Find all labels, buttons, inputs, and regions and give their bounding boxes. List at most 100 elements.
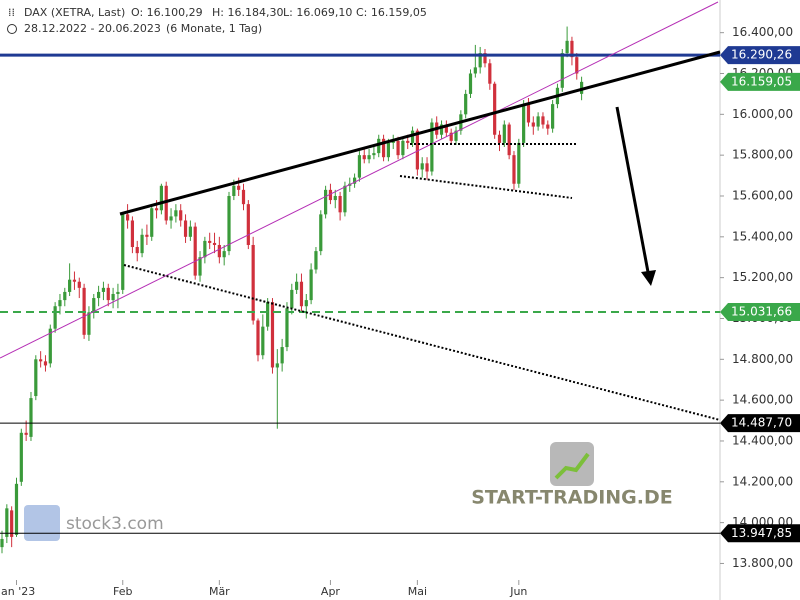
- candle-body: [531, 122, 535, 127]
- candle-body: [19, 432, 23, 482]
- candle-body: [338, 195, 342, 213]
- candle-body: [541, 116, 545, 125]
- dotted-trend: [399, 175, 573, 199]
- level-label: 16.290,26: [731, 48, 792, 62]
- candle-body: [246, 204, 250, 245]
- x-tick-label: Mär: [209, 585, 230, 598]
- candle-body: [367, 155, 371, 160]
- level-tag: [720, 524, 800, 543]
- candle-body: [198, 257, 202, 276]
- plot: [0, 26, 720, 554]
- y-tick-label: 16.400,00: [732, 25, 793, 39]
- candle-body: [343, 185, 347, 213]
- candle-body: [468, 73, 473, 94]
- candle-body: [396, 140, 400, 156]
- candle-body: [188, 226, 192, 237]
- candle-body: [439, 124, 444, 135]
- y-tick-label: 15.800,00: [732, 148, 793, 162]
- candle-body: [5, 508, 9, 537]
- watermark-right: START-TRADING.DE: [471, 442, 673, 509]
- candle-body: [222, 251, 226, 258]
- candle-body: [270, 302, 275, 368]
- candle-body: [449, 132, 453, 141]
- y-tick-label: 13.800,00: [732, 556, 793, 570]
- low: L: 16.069,10: [283, 6, 352, 19]
- candle-body: [256, 320, 260, 356]
- candle-body: [43, 361, 48, 366]
- candle-body: [92, 298, 96, 313]
- candle-body: [425, 163, 429, 172]
- level-label: 16.159,05: [731, 74, 792, 88]
- candle-body: [483, 53, 487, 64]
- candle-body: [386, 142, 390, 158]
- candle-body: [464, 93, 468, 115]
- candle-body: [565, 40, 569, 54]
- candle-body: [203, 240, 207, 258]
- candle-body: [391, 140, 395, 143]
- level-tag: [720, 72, 800, 91]
- watermark-left: stock3.com: [24, 505, 164, 541]
- candle-body: [280, 347, 284, 364]
- candle-body: [357, 155, 362, 178]
- candle-body: [473, 67, 477, 74]
- arrow-head: [641, 270, 656, 286]
- range: 28.12.2022 - 20.06.2023: [24, 22, 161, 35]
- candle-body: [154, 208, 159, 211]
- candle-body: [212, 242, 217, 245]
- candle-body: [324, 189, 328, 215]
- candle-body: [241, 189, 246, 205]
- candle-body: [512, 155, 516, 184]
- candle-body: [488, 63, 492, 84]
- candle-body: [295, 281, 299, 290]
- candle-body: [372, 153, 376, 156]
- candle-body: [77, 281, 81, 288]
- candle-body: [546, 124, 550, 129]
- header: ⁞⁞ DAX (XETRA, Last) O: 16.100,29 H: 16.…: [7, 6, 427, 35]
- candle-body: [101, 287, 106, 292]
- arrow-shaft: [615, 106, 650, 273]
- x-tick-label: Mai: [408, 585, 427, 598]
- candle-body: [285, 308, 289, 348]
- candle-body: [116, 291, 120, 294]
- candle-body: [121, 214, 125, 290]
- candle-body: [63, 291, 67, 301]
- candle-body: [34, 359, 38, 397]
- stock3-logo: [24, 505, 60, 541]
- candle-body: [164, 185, 168, 221]
- candle-body: [140, 234, 144, 254]
- open: O: 16.100,29: [131, 6, 203, 19]
- candle-body: [208, 240, 212, 243]
- candle-body: [261, 326, 265, 356]
- candle-body: [319, 214, 323, 252]
- st-logo: [550, 442, 594, 486]
- candle-body: [502, 124, 506, 143]
- y-tick-label: 14.600,00: [732, 393, 793, 407]
- candle-body: [183, 220, 188, 237]
- candle-body: [478, 53, 482, 68]
- candle-body: [522, 104, 526, 143]
- candle-body: [150, 208, 154, 237]
- clock-icon: [7, 24, 17, 34]
- symbol: DAX (XETRA, Last): [24, 6, 125, 19]
- period: (6 Monate, 1 Tag): [166, 22, 262, 35]
- candle-body: [507, 124, 511, 156]
- candle-body: [314, 251, 318, 270]
- candle-body: [304, 300, 308, 307]
- candle-body: [454, 130, 458, 141]
- candle-body: [381, 138, 386, 158]
- candle-body: [0, 538, 4, 548]
- candle-body: [309, 269, 313, 301]
- candle-body: [125, 214, 130, 221]
- y-tick-label: 15.400,00: [732, 229, 793, 243]
- candle-body: [415, 130, 419, 170]
- high: H: 16.184,30: [212, 6, 283, 19]
- candle-body: [275, 363, 279, 368]
- candle-body: [575, 57, 579, 74]
- trend-line: [119, 50, 721, 216]
- candle-body: [406, 140, 410, 143]
- st-text: START-TRADING.DE: [471, 487, 673, 509]
- x-tick-label: Apr: [321, 585, 341, 598]
- candle-body: [29, 398, 33, 437]
- x-tick-label: Jan '23: [0, 585, 35, 598]
- symbol-icon: ⁞⁞: [8, 6, 15, 19]
